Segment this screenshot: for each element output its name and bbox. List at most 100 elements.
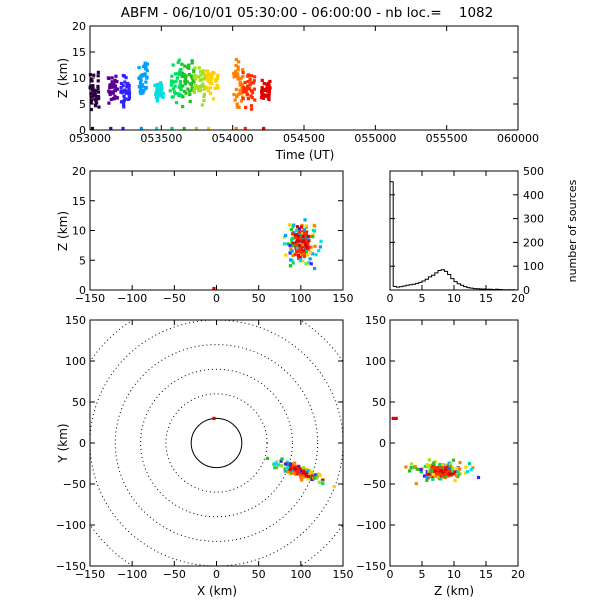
time-height-point (244, 87, 249, 91)
z-y-point (436, 475, 440, 479)
x-z-point (288, 243, 292, 248)
z-y-point (442, 471, 446, 475)
time-height-point (207, 79, 211, 83)
time-height-point (196, 75, 201, 79)
z-y-point (450, 469, 454, 473)
z-y-point (451, 471, 455, 476)
x-tick-label: 150 (333, 292, 354, 305)
x-z-point (291, 253, 295, 258)
time-height-point (139, 78, 143, 82)
time-height-point (240, 91, 244, 95)
time-height-point (123, 97, 127, 101)
x-z-point (295, 249, 299, 253)
x-tick-label: 20 (511, 292, 525, 305)
time-height-ground-point (194, 126, 198, 131)
time-height-point (143, 72, 147, 76)
plan-view-point (308, 471, 312, 475)
time-height-point (194, 86, 198, 90)
x-z-point (305, 262, 309, 266)
time-height-point (211, 97, 216, 101)
time-height-point (240, 82, 245, 86)
z-y-panel: 0 5 10 15 20 −150 −100 −50 0 50 100 150 Z (km) (356, 314, 525, 598)
x-z-point (291, 241, 295, 245)
time-height-point (119, 100, 124, 104)
x-z-point (296, 246, 300, 250)
x-tick-label: 15 (479, 568, 493, 581)
plan-view-point (306, 474, 311, 478)
time-height-point (174, 79, 178, 83)
x-z-point (300, 243, 305, 247)
z-y-point (427, 458, 432, 462)
z-y-point (414, 482, 418, 486)
time-height-ground-point (170, 126, 174, 131)
plan-view-points (212, 416, 336, 489)
x-z-point (293, 233, 298, 237)
range-rings (90, 320, 343, 566)
z-y-point (431, 466, 435, 470)
time-height-point (161, 91, 165, 95)
z-y-point (409, 462, 414, 466)
x-tick-label: 054500 (283, 132, 325, 145)
time-height-point (89, 101, 93, 105)
time-height-point (108, 92, 112, 97)
time-height-point (143, 61, 147, 65)
time-height-point (232, 74, 237, 79)
y-tick-label: 100 (65, 355, 86, 368)
time-height-point (212, 71, 216, 75)
time-height-point (238, 81, 242, 85)
z-y-point (432, 461, 436, 465)
time-height-point (187, 63, 191, 67)
time-height-point (252, 79, 256, 83)
time-height-point (216, 85, 220, 89)
time-height-point (160, 86, 164, 90)
time-height-point (96, 86, 100, 91)
y-tick-label: 0 (79, 124, 86, 137)
time-height-point (121, 73, 125, 78)
time-height-point (192, 87, 196, 91)
time-height-point (114, 74, 118, 78)
time-height-point (190, 61, 194, 65)
time-height-point (96, 84, 100, 89)
time-height-point (125, 85, 129, 89)
plan-view-point (301, 468, 305, 472)
time-height-point (177, 71, 182, 75)
x-z-point (309, 250, 313, 255)
time-height-point (234, 63, 238, 68)
plan-view-point (297, 471, 302, 475)
x-z-point (317, 249, 321, 253)
time-height-point (124, 76, 128, 80)
time-height-point (260, 86, 264, 91)
time-height-point (199, 73, 203, 77)
plan-view-point (301, 466, 306, 470)
time-height-point (185, 80, 189, 84)
x-z-point (306, 261, 311, 265)
x-z-ylabel: Z (km) (56, 211, 70, 251)
y-tick-label: 150 (365, 314, 386, 327)
time-height-point (90, 84, 94, 88)
time-height-point (196, 85, 200, 89)
y-tick-label: 400 (523, 189, 544, 202)
x-z-point (302, 254, 306, 258)
x-z-point (311, 233, 315, 237)
x-z-point (301, 239, 305, 244)
y-tick-label: 15 (72, 46, 86, 59)
time-height-point (202, 77, 206, 81)
time-height-point (155, 82, 160, 86)
time-height-point (267, 81, 271, 85)
time-height-point (205, 74, 209, 78)
plan-view-point (320, 478, 325, 483)
z-y-point (464, 471, 468, 475)
plan-view-point (313, 473, 317, 477)
time-height-point (248, 77, 252, 82)
x-z-point (288, 258, 293, 262)
time-height-point (159, 93, 163, 97)
z-y-point (458, 467, 462, 471)
time-height-point (141, 84, 145, 88)
z-y-point (404, 465, 408, 469)
z-y-point (427, 469, 431, 474)
time-height-point (177, 58, 181, 62)
time-height-point (92, 73, 96, 77)
time-height-point (144, 65, 148, 69)
time-height-point (178, 80, 183, 85)
